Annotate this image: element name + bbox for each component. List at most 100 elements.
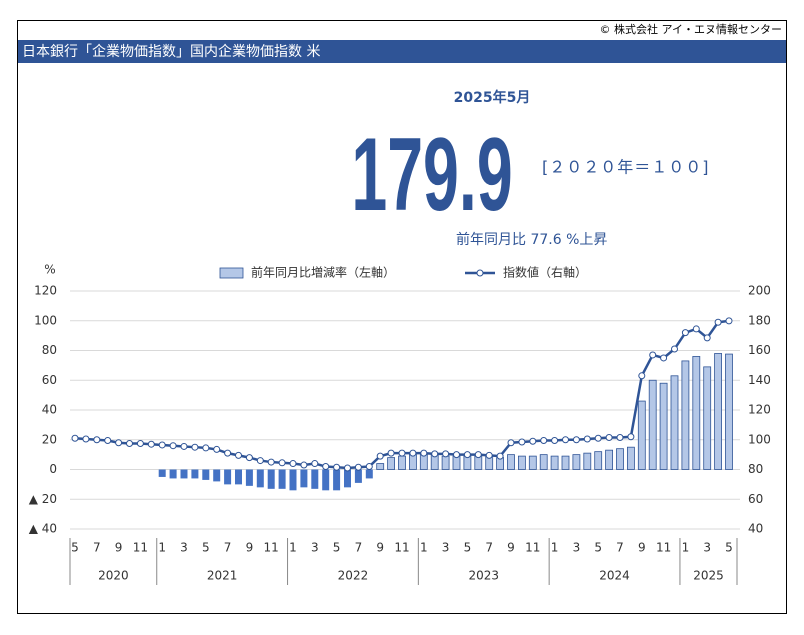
line-marker [409, 449, 417, 457]
bar [627, 446, 635, 470]
x-tick-label: 11 [394, 541, 409, 555]
bar [322, 469, 330, 491]
x-tick-label: 1 [682, 541, 690, 555]
y-tick-label: 40 [42, 403, 57, 417]
y2-tick-label: 140 [748, 373, 771, 387]
bar [561, 455, 570, 470]
line-marker [333, 463, 341, 471]
bar [354, 469, 362, 483]
line-marker [671, 345, 678, 353]
bar [289, 469, 297, 491]
x-tick-label: 9 [507, 541, 515, 555]
bar [670, 375, 679, 470]
x-tick-label: 11 [133, 541, 148, 555]
line-marker [714, 318, 722, 326]
line-marker [344, 464, 351, 472]
line-marker [616, 434, 624, 442]
y-tick-label: 120 [34, 284, 57, 298]
bar [659, 382, 668, 470]
change-note: 前年同月比 77.6 %上昇 [456, 231, 607, 248]
x-group-label: 2023 [468, 569, 499, 583]
y-tick-label: ▲ 40 [29, 522, 57, 536]
line-marker [387, 449, 395, 457]
base-note: [２０２０年＝１００] [542, 158, 710, 177]
bar [224, 469, 232, 485]
bar [202, 469, 210, 480]
source: © 株式会社 アイ・エヌ情報センター [600, 22, 782, 36]
bar [594, 451, 603, 470]
x-tick-label: 3 [442, 541, 450, 555]
line-marker [93, 436, 101, 444]
x-tick-label: 3 [311, 541, 319, 555]
x-tick-label: 7 [485, 541, 493, 555]
y2-tick-label: 60 [748, 492, 763, 506]
bar [616, 448, 624, 470]
legend-marker [476, 269, 484, 277]
line-marker [82, 435, 90, 443]
legend-swatch [219, 267, 244, 279]
bar [714, 353, 722, 470]
header-bar [18, 40, 786, 63]
headline: 179.9 [351, 117, 512, 232]
line-marker [518, 438, 526, 446]
y2-tick-label: 40 [748, 522, 763, 536]
x-tick-label: 5 [464, 541, 472, 555]
bar [245, 469, 253, 486]
bar [441, 455, 450, 470]
line-marker [485, 451, 493, 459]
bar [333, 469, 341, 491]
line-marker [529, 437, 537, 445]
period: 2025年5月 [454, 89, 531, 106]
line-marker [681, 329, 689, 337]
bar [572, 454, 581, 470]
bar [507, 454, 515, 470]
line-marker [365, 463, 373, 471]
line-marker [540, 436, 548, 444]
line-marker [235, 451, 242, 459]
x-tick-label: 5 [594, 541, 602, 555]
x-tick-label: 9 [376, 541, 384, 555]
x-group-label: 2022 [338, 569, 369, 583]
line-marker [605, 434, 613, 442]
bar [583, 452, 592, 470]
line-marker [354, 463, 362, 471]
line-marker [245, 454, 253, 462]
y2-tick-label: 120 [748, 403, 771, 417]
line-marker [180, 442, 188, 450]
y2-tick-label: 160 [748, 343, 771, 357]
line-marker [126, 439, 133, 447]
bar [692, 356, 701, 470]
line-marker [507, 439, 515, 447]
x-tick-label: 1 [158, 541, 166, 555]
x-tick-label: 9 [115, 541, 123, 555]
y2-tick-label: 180 [748, 313, 771, 327]
x-tick-label: 1 [289, 541, 297, 555]
line-marker [562, 436, 569, 444]
line-marker [115, 439, 123, 447]
bar [648, 379, 657, 470]
line-marker [692, 325, 700, 333]
bar [180, 469, 188, 479]
bar [605, 449, 613, 470]
bar [278, 469, 286, 489]
frame [17, 20, 787, 614]
y2-tick-label: 200 [748, 284, 771, 298]
line-marker [278, 459, 286, 467]
legend-label: 前年同月比増減率（左軸） [251, 265, 395, 280]
line-marker [496, 452, 504, 460]
x-group-label: 2021 [207, 569, 238, 583]
x-tick-label: 3 [703, 541, 711, 555]
y-unit: % [44, 263, 55, 277]
x-tick-label: 5 [202, 541, 210, 555]
line-marker [474, 451, 482, 459]
line-marker [224, 449, 232, 457]
line-marker [322, 463, 330, 471]
line-marker [442, 450, 450, 458]
legend-label: 指数値（右軸） [503, 265, 587, 280]
bar [398, 455, 406, 470]
x-tick-label: 9 [638, 541, 646, 555]
bar [256, 469, 264, 488]
x-tick-label: 1 [551, 541, 559, 555]
y-tick-label: ▲ 20 [29, 492, 57, 506]
